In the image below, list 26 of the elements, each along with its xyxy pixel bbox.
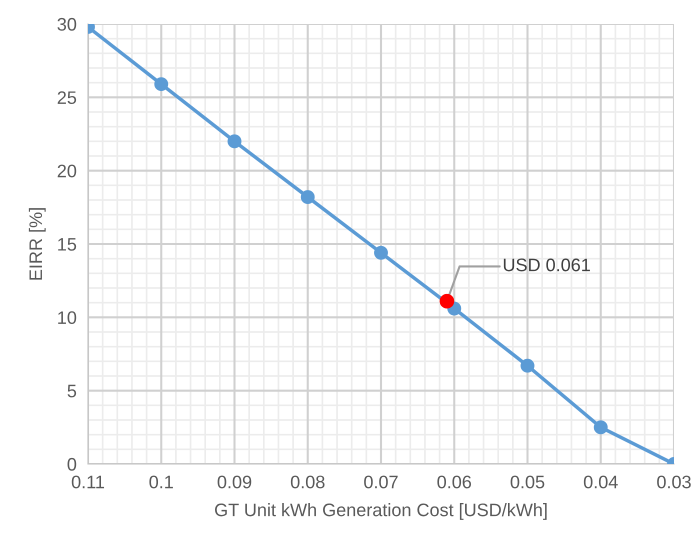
point bbox=[374, 246, 388, 260]
y-tick-label: 15 bbox=[58, 238, 76, 251]
point bbox=[228, 134, 242, 148]
y-tick-label: 10 bbox=[58, 311, 76, 324]
x-tick-label: 0.11 bbox=[72, 476, 104, 488]
point bbox=[594, 420, 608, 434]
y-tick-label: 25 bbox=[58, 91, 76, 104]
x-tick-label: 0.08 bbox=[290, 476, 325, 488]
x-tick-label: 0.09 bbox=[218, 476, 252, 488]
point bbox=[440, 294, 454, 308]
x-tick-label: 0.07 bbox=[364, 476, 398, 488]
annotation: USD 0.061 bbox=[504, 258, 590, 272]
x-tick-label: 0.04 bbox=[584, 476, 618, 488]
y-tick-label: 5 bbox=[68, 384, 76, 398]
point bbox=[520, 358, 534, 373]
point bbox=[300, 190, 315, 204]
x-tick-label: 0.03 bbox=[657, 476, 691, 488]
point bbox=[154, 77, 168, 92]
y-tick-label: 20 bbox=[58, 164, 76, 178]
x-tick-label: 0.1 bbox=[149, 476, 173, 488]
x-tick-label: 0.05 bbox=[510, 476, 544, 488]
y-tick-label: 0 bbox=[68, 458, 76, 471]
x-tick-label: 0.06 bbox=[437, 476, 472, 488]
y-axis-title: EIRR [%] bbox=[28, 208, 46, 280]
x-axis-title: GT Unit kWh Generation Cost [USD/kWh] bbox=[215, 503, 547, 520]
y-tick-label: 30 bbox=[57, 18, 76, 31]
